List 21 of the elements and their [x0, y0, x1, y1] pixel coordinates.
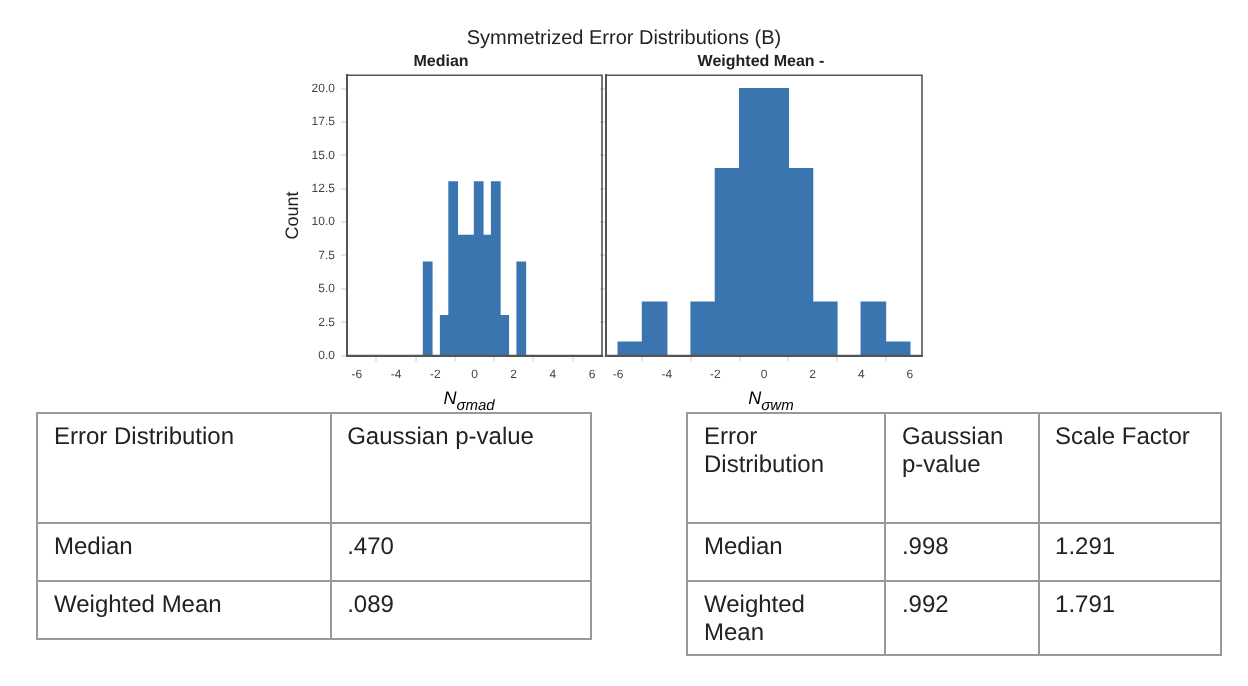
category-label: Error Distribution: [687, 413, 885, 523]
text: Median: [687, 523, 885, 581]
category-label: Scale Factor: [1038, 413, 1221, 523]
x-axis-title: N$_{σwm}$: [746, 388, 796, 414]
text: Weighted Mean: [687, 581, 885, 655]
category-label: Gaussian p-value: [884, 413, 1039, 523]
text: .089: [330, 581, 591, 639]
chart-title: Weighted Mean -: [697, 52, 826, 71]
text: 1.291: [1038, 523, 1221, 581]
text: 1.791: [1038, 581, 1221, 655]
y-axis-title: Count: [281, 190, 302, 240]
text: .992: [884, 581, 1039, 655]
text: .998: [884, 523, 1039, 581]
text: .470: [330, 523, 591, 581]
category-label: Gaussian p-value: [330, 413, 591, 523]
x-axis-title: N$_{σmad}$: [441, 388, 497, 414]
text: Symmetrized Error Distributions (B): [464, 28, 784, 50]
text: Weighted Mean: [37, 581, 331, 639]
category-label: Error Distribution: [37, 413, 331, 523]
text: Median: [37, 523, 331, 581]
chart-title: Median: [413, 52, 469, 71]
